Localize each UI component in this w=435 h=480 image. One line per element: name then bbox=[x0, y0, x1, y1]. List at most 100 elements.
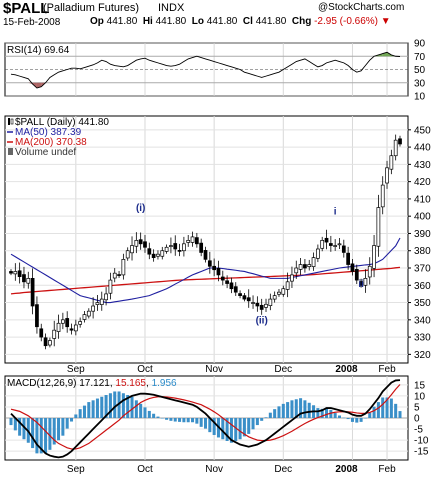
macd-histogram-bar bbox=[398, 411, 402, 418]
rsi-tick-label: 70 bbox=[414, 52, 426, 63]
candle-body bbox=[328, 243, 333, 246]
candle-body bbox=[13, 271, 18, 275]
macd-histogram-bar bbox=[225, 418, 229, 441]
candle-body bbox=[380, 184, 385, 208]
high-value: 441.80 bbox=[155, 16, 187, 27]
macd-histogram-bar bbox=[134, 400, 138, 418]
macd-histogram-bar bbox=[39, 418, 43, 454]
price-tick-label: 350 bbox=[414, 298, 431, 309]
candle-body bbox=[272, 295, 277, 300]
macd-histogram-bar bbox=[337, 415, 342, 418]
macd-tick-label: 5 bbox=[414, 402, 420, 413]
macd-histogram-bar bbox=[169, 418, 173, 421]
candle-body bbox=[216, 267, 221, 276]
candle-body bbox=[376, 207, 381, 247]
macd-histogram-bar bbox=[363, 418, 367, 419]
candle-body bbox=[199, 242, 204, 253]
macd-histogram-bar bbox=[165, 418, 169, 420]
price-month-label: 2008 bbox=[335, 364, 358, 375]
candle-body bbox=[255, 302, 260, 307]
down-triangle-icon: ▼ bbox=[380, 16, 391, 27]
macd-histogram-bar bbox=[242, 418, 246, 437]
macd-histogram-bar bbox=[69, 418, 74, 422]
price-tick-label: 360 bbox=[414, 281, 431, 292]
macd-line bbox=[10, 379, 401, 459]
candle-body bbox=[99, 298, 104, 305]
macd-month-label: 2008 bbox=[335, 464, 358, 475]
candle-body bbox=[104, 293, 108, 301]
rsi-line bbox=[10, 51, 401, 89]
candle-body bbox=[303, 264, 307, 269]
macd-title-part: 15.165 bbox=[115, 378, 146, 389]
candle-body bbox=[134, 240, 139, 247]
candle-icon bbox=[8, 118, 10, 125]
macd-histogram-bar bbox=[372, 406, 376, 418]
candle-body bbox=[229, 282, 234, 290]
macd-title-part: , bbox=[146, 378, 152, 389]
macd-histogram-bar bbox=[57, 418, 61, 441]
price-tick-label: 410 bbox=[414, 194, 431, 205]
candle-body bbox=[316, 248, 320, 259]
macd-histogram-bar bbox=[368, 412, 372, 418]
macd-histogram-bar bbox=[268, 412, 272, 418]
macd-histogram-bar bbox=[9, 418, 13, 426]
macd-histogram-bar bbox=[346, 418, 350, 420]
macd-histogram-bar bbox=[359, 418, 363, 422]
macd-histogram-bar bbox=[307, 402, 311, 418]
price-tick-label: 440 bbox=[414, 143, 431, 154]
macd-title-part: 17.121 bbox=[79, 378, 110, 389]
macd-histogram-bar bbox=[394, 403, 398, 418]
macd-histogram-bar bbox=[238, 418, 242, 440]
rsi-tick-label: 30 bbox=[414, 78, 426, 89]
macd-histogram-bar bbox=[22, 418, 26, 440]
candle-body bbox=[341, 245, 346, 253]
candle-body bbox=[17, 270, 22, 277]
candle-body bbox=[9, 271, 13, 274]
macd-title-part: 1.956 bbox=[152, 378, 177, 389]
candle-body bbox=[337, 243, 342, 246]
macd-histogram-bar bbox=[113, 391, 117, 418]
candle-body bbox=[169, 245, 173, 247]
macd-tick-label: 0 bbox=[414, 414, 420, 425]
candle-body bbox=[39, 328, 44, 338]
macd-histogram-bar bbox=[234, 418, 238, 441]
candle-body bbox=[164, 246, 169, 252]
price-tick-label: 450 bbox=[414, 125, 431, 136]
low-label: Lo bbox=[191, 16, 204, 27]
macd-histogram-bar bbox=[325, 407, 329, 418]
price-panel-frame bbox=[4, 115, 409, 364]
macd-histogram-bar bbox=[212, 418, 216, 435]
macd-histogram-bar bbox=[13, 418, 17, 431]
macd-histogram-bar bbox=[299, 398, 303, 418]
macd-histogram-bar bbox=[108, 393, 112, 418]
legend-label: MA(200) 370.38 bbox=[15, 137, 87, 148]
candle-body bbox=[290, 274, 294, 282]
candle-body bbox=[203, 250, 208, 260]
macd-histogram-bar bbox=[126, 395, 130, 418]
candle-body bbox=[61, 319, 65, 324]
macd-histogram-bar bbox=[44, 418, 48, 454]
candle-body bbox=[372, 245, 376, 269]
price-tick-label: 340 bbox=[414, 315, 431, 326]
macd-histogram-bar bbox=[52, 418, 56, 445]
price-month-label: Feb bbox=[378, 364, 396, 375]
candle-body bbox=[212, 265, 217, 271]
candle-body bbox=[233, 286, 238, 293]
macd-histogram-bar bbox=[260, 418, 264, 421]
legend-label: MA(50) 387.39 bbox=[15, 127, 82, 138]
macd-tick-label: -15 bbox=[414, 447, 429, 458]
macd-histogram-bar bbox=[229, 418, 233, 443]
candle-body bbox=[298, 264, 303, 270]
price-tick-label: 370 bbox=[414, 264, 431, 275]
ma200-line bbox=[10, 266, 401, 295]
legend-label: $PALL (Daily) 441.80 bbox=[15, 117, 109, 128]
price-month-label: Oct bbox=[137, 364, 153, 375]
exchange-label: INDX bbox=[158, 2, 185, 14]
change-label: Chg bbox=[291, 16, 312, 27]
macd-histogram-bar bbox=[74, 414, 78, 418]
candle-body bbox=[82, 314, 87, 320]
rsi-tick-label: 10 bbox=[414, 92, 426, 103]
open-label: Op bbox=[90, 16, 104, 27]
close-value: 441.80 bbox=[255, 16, 287, 27]
macd-histogram-bar bbox=[376, 402, 380, 418]
